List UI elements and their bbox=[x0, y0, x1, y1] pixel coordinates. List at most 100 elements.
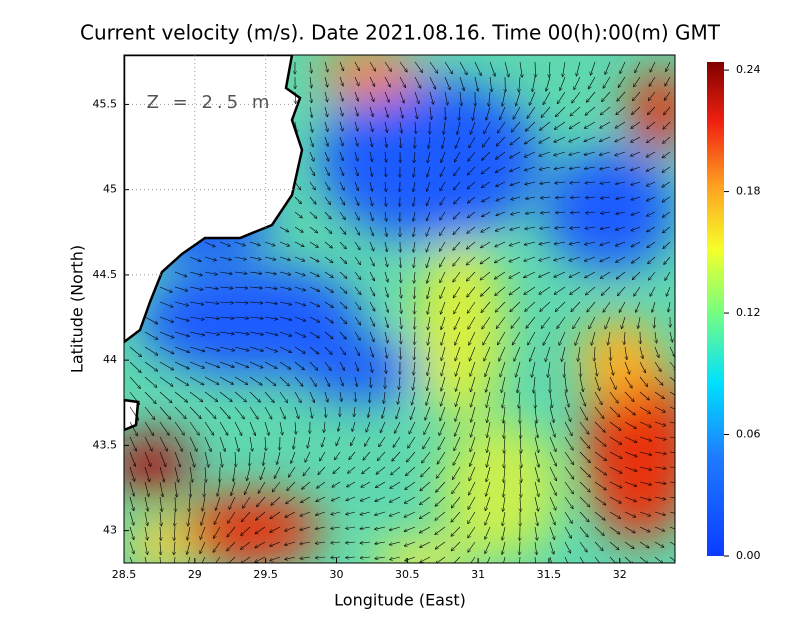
arrow bbox=[573, 316, 581, 329]
arrow bbox=[586, 286, 596, 295]
arrow bbox=[264, 361, 277, 368]
arrow bbox=[534, 511, 538, 526]
arrow bbox=[159, 436, 167, 451]
arrow bbox=[324, 61, 328, 72]
arrow bbox=[303, 466, 311, 476]
arrow bbox=[500, 361, 506, 377]
y-tick-label: 45 bbox=[103, 183, 117, 196]
arrow bbox=[440, 196, 446, 205]
arrow bbox=[144, 541, 148, 554]
arrow bbox=[487, 436, 491, 452]
arrow bbox=[490, 76, 492, 92]
arrow bbox=[189, 271, 202, 275]
arrow bbox=[189, 346, 205, 351]
arrow bbox=[654, 391, 664, 399]
arrow bbox=[285, 556, 296, 559]
arrow bbox=[324, 286, 333, 292]
arrow bbox=[594, 466, 606, 475]
arrow bbox=[456, 391, 461, 406]
arrow bbox=[600, 151, 611, 155]
arrow bbox=[510, 181, 521, 185]
arrow bbox=[452, 481, 461, 494]
arrow bbox=[543, 91, 551, 104]
arrow bbox=[489, 61, 495, 76]
arrow bbox=[390, 481, 401, 488]
arrow bbox=[648, 256, 656, 264]
arrow bbox=[369, 226, 373, 236]
arrow bbox=[594, 451, 606, 460]
arrow bbox=[309, 391, 314, 402]
arrow bbox=[524, 256, 536, 261]
arrow bbox=[249, 346, 263, 351]
arrow bbox=[159, 496, 162, 511]
arrow bbox=[616, 212, 626, 214]
arrow bbox=[571, 212, 581, 213]
arrow bbox=[189, 316, 204, 320]
arrow bbox=[348, 466, 356, 473]
arrow bbox=[400, 256, 401, 267]
arrow bbox=[324, 271, 333, 277]
arrow bbox=[664, 91, 671, 100]
arrow bbox=[346, 527, 356, 529]
arrow bbox=[594, 556, 602, 563]
arrow bbox=[429, 91, 433, 104]
arrow bbox=[594, 421, 605, 432]
arrow bbox=[669, 541, 675, 547]
arrow bbox=[187, 526, 191, 540]
arrow bbox=[469, 466, 476, 481]
arrow bbox=[471, 421, 476, 437]
arrow bbox=[648, 106, 656, 115]
arrow bbox=[579, 421, 589, 434]
arrow bbox=[451, 511, 461, 522]
arrow bbox=[632, 256, 641, 263]
arrow bbox=[264, 271, 276, 274]
arrow bbox=[144, 451, 151, 466]
arrow bbox=[570, 227, 581, 228]
arrow bbox=[369, 181, 372, 191]
arrow bbox=[600, 166, 611, 169]
arrow bbox=[482, 151, 491, 160]
arrow bbox=[159, 346, 174, 354]
arrow bbox=[189, 421, 199, 435]
arrow bbox=[159, 301, 173, 307]
arrow bbox=[144, 331, 158, 339]
arrow bbox=[441, 391, 446, 406]
arrow bbox=[665, 271, 671, 280]
arrow bbox=[309, 256, 319, 262]
arrow bbox=[454, 181, 461, 190]
arrow bbox=[309, 331, 319, 338]
arrow bbox=[496, 166, 506, 173]
arrow bbox=[421, 466, 431, 477]
arrow bbox=[188, 511, 191, 526]
arrow bbox=[564, 421, 572, 436]
arrow bbox=[242, 511, 251, 522]
arrow bbox=[510, 151, 521, 158]
arrow bbox=[420, 526, 431, 533]
arrow bbox=[310, 106, 312, 117]
arrow bbox=[174, 331, 189, 336]
arrow bbox=[189, 301, 204, 304]
arrow bbox=[309, 241, 318, 247]
arrow bbox=[535, 406, 537, 423]
x-tick-label: 30 bbox=[329, 568, 343, 581]
arrow bbox=[174, 451, 180, 467]
arrow bbox=[202, 496, 206, 511]
arrow bbox=[594, 391, 602, 405]
arrow bbox=[204, 287, 218, 289]
arrow bbox=[633, 271, 641, 279]
arrow bbox=[624, 541, 634, 549]
arrow bbox=[572, 91, 581, 103]
arrow bbox=[453, 256, 461, 266]
arrow bbox=[457, 121, 461, 134]
arrow bbox=[635, 61, 641, 73]
arrow bbox=[249, 361, 263, 368]
arrow bbox=[309, 211, 317, 218]
arrow bbox=[144, 526, 148, 540]
arrow bbox=[609, 541, 619, 550]
arrow bbox=[486, 556, 491, 563]
arrow bbox=[483, 331, 491, 345]
arrow bbox=[524, 151, 536, 157]
arrow bbox=[481, 166, 491, 174]
arrow bbox=[301, 496, 311, 503]
y-axis-label: Latitude (North) bbox=[68, 245, 87, 373]
